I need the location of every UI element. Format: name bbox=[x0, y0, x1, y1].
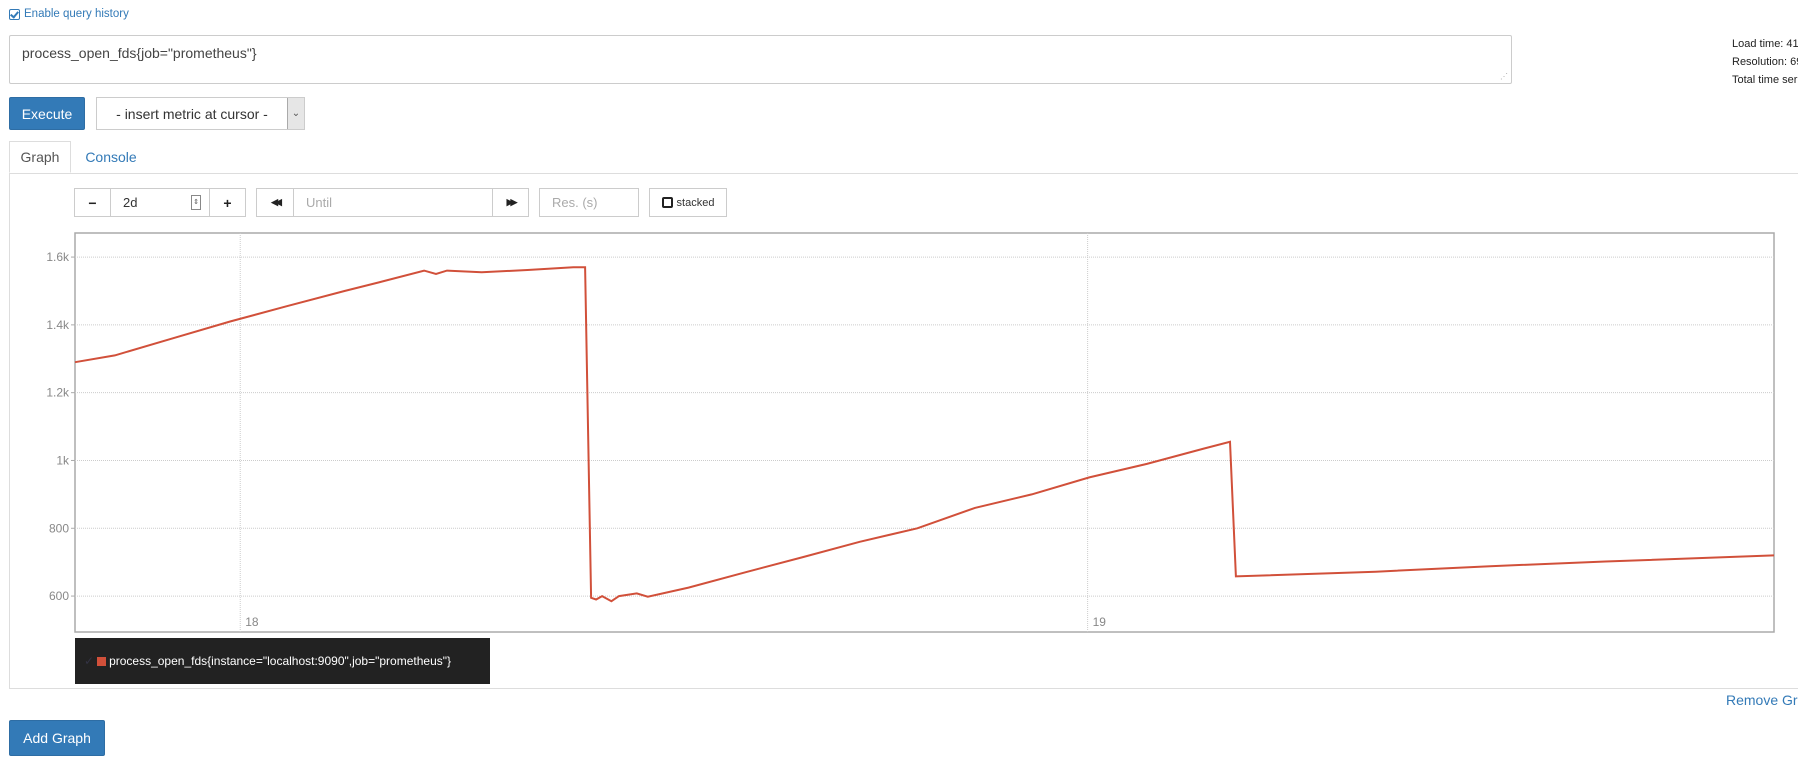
legend-series-label[interactable]: process_open_fds{instance="localhost:909… bbox=[109, 654, 452, 668]
until-placeholder: Until bbox=[306, 195, 333, 210]
range-increase-button[interactable]: + bbox=[209, 188, 246, 217]
expression-text: process_open_fds{job="prometheus"} bbox=[22, 45, 257, 61]
insert-metric-select[interactable]: - insert metric at cursor - ⌄ bbox=[96, 97, 305, 130]
enable-query-history-toggle[interactable]: Enable query history bbox=[9, 8, 129, 20]
until-input[interactable]: Until bbox=[293, 188, 493, 217]
resolution-placeholder: Res. (s) bbox=[552, 195, 598, 210]
legend-swatch bbox=[97, 656, 107, 666]
x-tick-label: 19 bbox=[1093, 615, 1107, 629]
check-icon[interactable]: ✓ bbox=[84, 654, 95, 668]
load-time: Load time: 41 bbox=[1732, 38, 1798, 50]
resolution-input[interactable]: Res. (s) bbox=[539, 188, 639, 217]
expression-input[interactable]: process_open_fds{job="prometheus"} ⋰ bbox=[9, 35, 1512, 84]
remove-graph-link[interactable]: Remove Gr bbox=[1726, 692, 1798, 708]
execute-button[interactable]: Execute bbox=[9, 97, 85, 130]
forward-button[interactable]: ▶▶ bbox=[492, 188, 529, 217]
graph-panel bbox=[9, 173, 1798, 689]
range-value: 2d bbox=[123, 195, 138, 210]
graph-chart[interactable]: 600 800 1k 1.2k 1.4k 1.6k 18 19 bbox=[0, 0, 1798, 640]
legend: ✓ process_open_fds{instance="localhost:9… bbox=[75, 638, 490, 684]
stacked-toggle[interactable]: stacked bbox=[649, 188, 727, 217]
checkbox-checked-icon bbox=[9, 8, 20, 20]
add-graph-button[interactable]: Add Graph bbox=[9, 720, 105, 756]
query-history-label: Enable query history bbox=[24, 8, 129, 20]
x-tick-label: 18 bbox=[245, 615, 259, 629]
query-info: Load time: 41 Resolution: 69 Total time … bbox=[1732, 35, 1798, 89]
y-tick-label: 1.4k bbox=[46, 318, 70, 332]
insert-metric-placeholder: - insert metric at cursor - bbox=[116, 105, 268, 122]
tab-graph[interactable]: Graph bbox=[9, 141, 71, 173]
y-tick-label: 1k bbox=[56, 453, 70, 467]
chevron-down-icon: ⌄ bbox=[287, 98, 304, 129]
y-tick-label: 600 bbox=[49, 589, 69, 603]
stacked-label: stacked bbox=[676, 196, 715, 209]
spinner-icon: ⇕ bbox=[191, 195, 201, 210]
series-line bbox=[74, 266, 1775, 603]
range-input[interactable]: 2d ⇕ bbox=[110, 188, 210, 217]
y-tick-label: 1.2k bbox=[46, 386, 70, 400]
plot-frame bbox=[74, 232, 1775, 633]
tab-console[interactable]: Console bbox=[85, 149, 137, 165]
y-tick-label: 1.6k bbox=[46, 250, 70, 264]
rewind-button[interactable]: ◀◀ bbox=[256, 188, 294, 217]
resize-grip-icon[interactable]: ⋰ bbox=[1500, 72, 1508, 81]
tab-bar: Graph Console bbox=[9, 141, 1798, 174]
checkbox-unchecked-icon bbox=[661, 197, 673, 208]
y-tick-label: 800 bbox=[49, 521, 69, 535]
total-time-series: Total time seri bbox=[1732, 74, 1798, 86]
resolution: Resolution: 69 bbox=[1732, 56, 1798, 68]
